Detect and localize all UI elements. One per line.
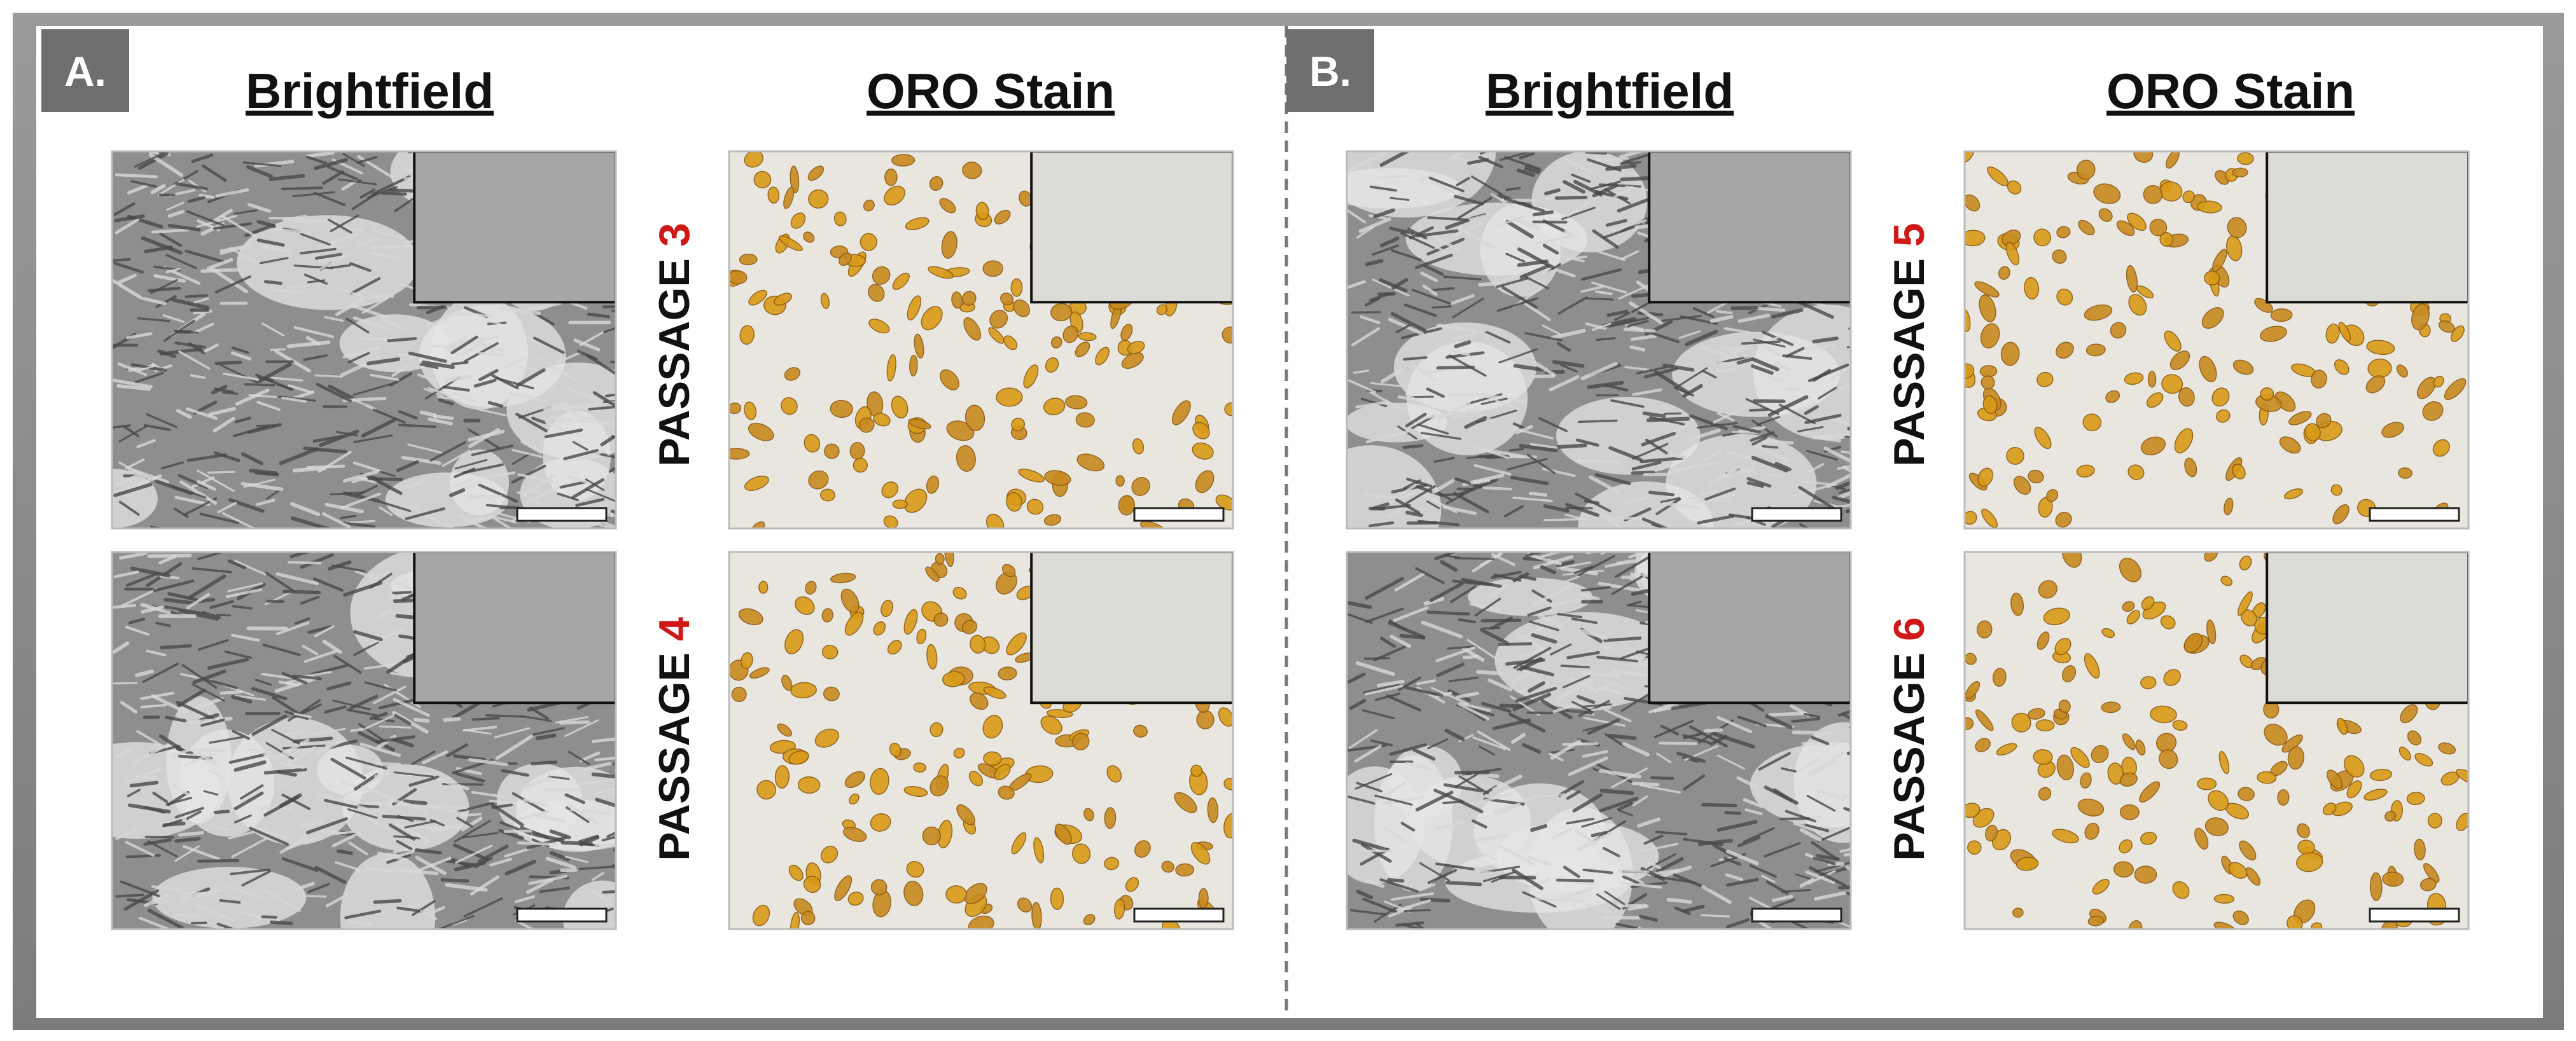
inset [413, 151, 616, 304]
panel-label-box [1286, 29, 1374, 112]
inset [1030, 151, 1233, 304]
passage-number: 4 [650, 617, 699, 641]
scale-bar [516, 507, 608, 522]
cell-cluster [385, 472, 508, 528]
cell-cluster [1578, 481, 1714, 528]
column-heading: ORO Stain [867, 63, 1115, 119]
column-heading: Brightfield [1486, 63, 1734, 119]
panel-label-box [41, 29, 129, 112]
inset [2266, 151, 2468, 304]
inset [1648, 552, 1851, 705]
inset [1648, 151, 1851, 304]
passage-number: 5 [1885, 223, 1933, 247]
image-border [1346, 150, 1852, 530]
inset [413, 552, 616, 705]
micrograph [1965, 552, 2468, 929]
image-border [111, 150, 617, 530]
micrograph [729, 151, 1233, 528]
passage-label: PASSAGE 6 [1885, 617, 1933, 860]
passage-text: PASSAGE [1885, 652, 1933, 860]
passage-text: PASSAGE [650, 652, 699, 860]
inset [2266, 552, 2468, 705]
cell-cluster [152, 867, 307, 929]
micrograph [1347, 552, 1851, 929]
passage-text: PASSAGE [650, 258, 699, 466]
image-border [728, 150, 1234, 530]
micrograph [729, 552, 1233, 929]
image-border [1346, 551, 1852, 930]
scale-bar [516, 907, 608, 923]
micrograph [1347, 151, 1851, 528]
cell-cluster [506, 362, 616, 460]
scale-bar [1751, 907, 1842, 923]
image-border [728, 551, 1234, 930]
micrograph [1965, 151, 2468, 528]
image-border [111, 551, 617, 930]
scale-bar [2369, 907, 2460, 923]
passage-label: PASSAGE 4 [650, 617, 699, 860]
panel-label: B. [1309, 48, 1351, 95]
passage-label: PASSAGE 5 [1885, 223, 1933, 466]
scale-bar [1133, 907, 1225, 923]
image-border [1963, 150, 2470, 530]
inset [1030, 552, 1233, 705]
image-border [1963, 551, 2470, 930]
panel-label: A. [64, 48, 106, 95]
column-heading: ORO Stain [2106, 63, 2355, 119]
passage-label: PASSAGE 3 [650, 223, 699, 466]
passage-text: PASSAGE [1885, 258, 1933, 466]
passage-number: 6 [1885, 617, 1933, 641]
micrograph [112, 552, 616, 929]
cell-cluster [226, 717, 364, 845]
scale-bar [1133, 507, 1225, 522]
micrograph [112, 151, 616, 528]
scale-bar [2369, 507, 2460, 522]
column-heading: Brightfield [246, 63, 494, 119]
passage-number: 3 [650, 223, 699, 247]
cell-cluster [339, 314, 450, 373]
scale-bar [1751, 507, 1842, 522]
